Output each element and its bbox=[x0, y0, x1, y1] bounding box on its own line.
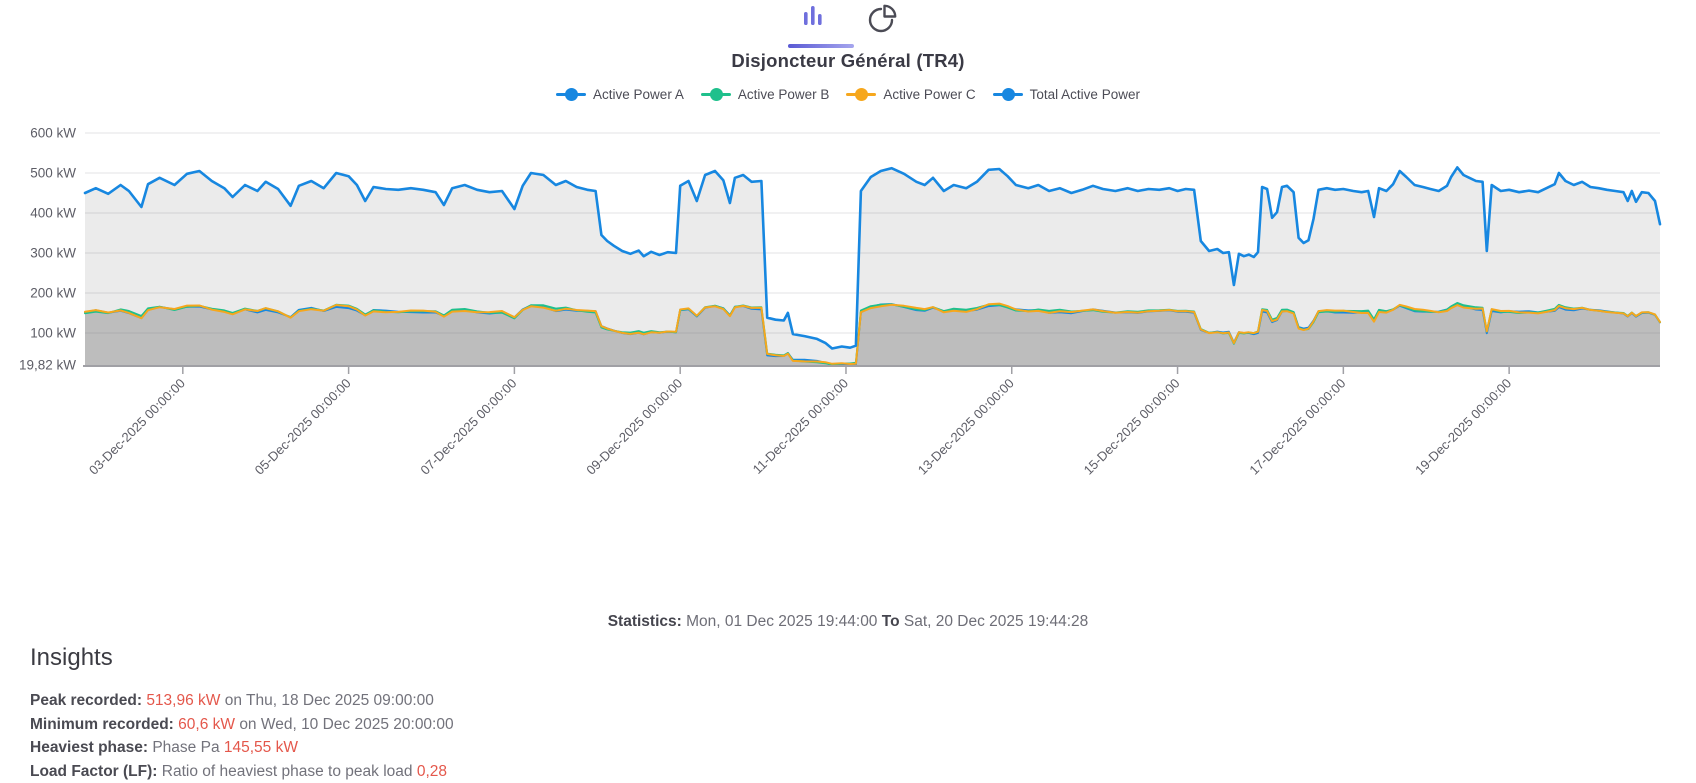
text-part-plain: on Thu, 18 Dec 2025 09:00:00 bbox=[224, 692, 434, 709]
phase-line bbox=[84, 302, 1661, 365]
text-part-plain: Ratio of heaviest phase to peak load bbox=[161, 762, 413, 780]
chart-type-toolbar bbox=[0, 0, 1696, 48]
text-part-value: 513,96 kW bbox=[146, 692, 221, 709]
bar-chart-icon bbox=[804, 6, 822, 25]
insights-heading: Insights bbox=[30, 644, 113, 671]
x-axis-label: 03-Dec-2025 00:00:00 bbox=[86, 376, 188, 478]
legend-item-total-active-power[interactable]: Total Active Power bbox=[992, 87, 1140, 102]
y-axis-label: 300 kW bbox=[30, 245, 76, 260]
text-part-value: 0,28 bbox=[416, 762, 447, 780]
x-axis-label: 17-Dec-2025 00:00:00 bbox=[1246, 376, 1348, 478]
legend-marker-icon bbox=[992, 88, 1023, 101]
insight-line: Load Factor (LF): Ratio of heaviest phas… bbox=[30, 760, 454, 783]
legend-label: Active Power C bbox=[883, 87, 976, 102]
legend-label: Active Power A bbox=[593, 87, 684, 102]
y-axis-label: 600 kW bbox=[30, 126, 76, 141]
statistics-line: Statistics: Mon, 01 Dec 2025 19:44:00 To… bbox=[0, 613, 1696, 631]
text-part-label: Statistics: bbox=[607, 613, 682, 630]
pie-chart-icon bbox=[868, 4, 897, 33]
text-part-plain: Sat, 20 Dec 2025 19:44:28 bbox=[903, 613, 1089, 630]
text-part-plain: Phase Pa bbox=[152, 739, 220, 756]
x-axis-label: 07-Dec-2025 00:00:00 bbox=[417, 376, 519, 478]
text-part-value: 145,55 kW bbox=[223, 739, 298, 756]
legend-label: Total Active Power bbox=[1029, 87, 1140, 102]
y-axis-label: 200 kW bbox=[30, 285, 76, 300]
text-part-label: Minimum recorded: bbox=[30, 715, 174, 733]
pie-chart-tab[interactable] bbox=[862, 0, 906, 48]
legend-item-active-power-a[interactable]: Active Power A bbox=[556, 87, 684, 102]
legend-label: Active Power B bbox=[737, 87, 830, 102]
x-axis-label: 09-Dec-2025 00:00:00 bbox=[583, 376, 685, 478]
text-part-label: To bbox=[881, 613, 900, 630]
phase-area-fill bbox=[85, 303, 1660, 365]
insights-list: Peak recorded: 513,96 kW on Thu, 18 Dec … bbox=[30, 689, 454, 783]
text-part-value: 60,6 kW bbox=[178, 715, 235, 733]
text-part-label: Heaviest phase: bbox=[30, 739, 149, 756]
legend-item-active-power-c[interactable]: Active Power C bbox=[846, 87, 976, 102]
insight-line: Peak recorded: 513,96 kW on Thu, 18 Dec … bbox=[30, 689, 454, 713]
text-part-label: Peak recorded: bbox=[30, 692, 142, 709]
y-axis-label: 500 kW bbox=[30, 165, 76, 180]
legend-marker-icon bbox=[700, 88, 731, 101]
chart-legend: Active Power A Active Power B Active Pow… bbox=[0, 87, 1696, 102]
text-part-plain: Mon, 01 Dec 2025 19:44:00 bbox=[686, 613, 878, 630]
chart-canvas[interactable]: 600 kW 500 kW 400 kW 300 kW 200 kW 100 kW 19,8… bbox=[0, 0, 1696, 500]
insight-line: Minimum recorded: 60,6 kW on Wed, 10 Dec… bbox=[30, 713, 454, 737]
legend-marker-icon bbox=[556, 88, 587, 101]
total-line bbox=[83, 166, 1662, 350]
y-axis-label: 100 kW bbox=[30, 325, 76, 340]
x-axis-label: 05-Dec-2025 00:00:00 bbox=[252, 376, 354, 478]
legend-marker-icon bbox=[846, 88, 877, 101]
x-axis-label: 11-Dec-2025 00:00:00 bbox=[750, 376, 851, 477]
chart-title: Disjoncteur Général (TR4) bbox=[731, 50, 965, 71]
insight-line: Heaviest phase: Phase Pa 145,55 kW bbox=[30, 736, 454, 760]
active-tab-underline bbox=[788, 44, 854, 48]
bar-chart-tab[interactable] bbox=[788, 0, 854, 48]
y-axis-label: 19,82 kW bbox=[19, 358, 76, 373]
text-part-plain: on Wed, 10 Dec 2025 20:00:00 bbox=[239, 715, 454, 733]
text-part-label: Load Factor (LF): bbox=[30, 762, 158, 780]
x-axis-label: 13-Dec-2025 00:00:00 bbox=[915, 376, 1017, 478]
x-axis-label: 15-Dec-2025 00:00:00 bbox=[1081, 376, 1183, 478]
y-axis-label: 400 kW bbox=[30, 205, 76, 220]
legend-item-active-power-b[interactable]: Active Power B bbox=[700, 87, 830, 102]
x-axis-label: 19-Dec-2025 00:00:00 bbox=[1412, 376, 1514, 478]
insights-section: Insights Peak recorded: 513,96 kW on Thu… bbox=[30, 644, 454, 783]
